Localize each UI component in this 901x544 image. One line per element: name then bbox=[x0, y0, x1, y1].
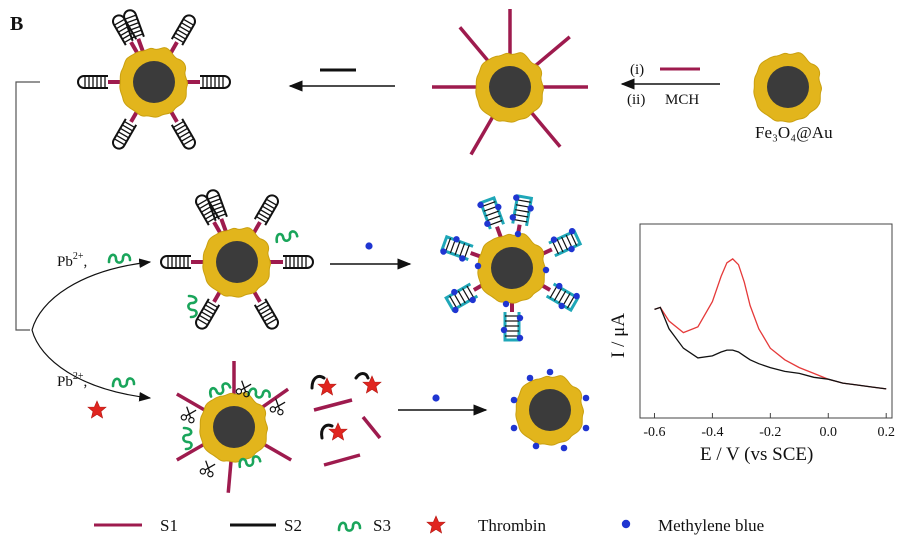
chart-xtick-label: -0.4 bbox=[701, 425, 723, 440]
mb-dot bbox=[510, 396, 518, 404]
mb-dot bbox=[532, 442, 540, 450]
fe3o4-au-particle bbox=[753, 52, 822, 123]
step-ii-label: (ii) bbox=[627, 92, 645, 108]
particle-core bbox=[475, 52, 544, 123]
released-fragments bbox=[310, 372, 382, 467]
pb-text: Pb bbox=[57, 374, 73, 390]
legend-s3: S3 bbox=[337, 516, 391, 535]
pb-comma: , bbox=[83, 374, 87, 390]
chart-lines bbox=[654, 258, 887, 390]
pb-sup: 2+ bbox=[73, 251, 84, 262]
panel-label: B bbox=[10, 13, 23, 35]
branch-upper bbox=[31, 258, 152, 331]
legend-mb: Methylene blue bbox=[621, 516, 764, 535]
s3-bound bbox=[182, 426, 193, 451]
legend-s3-icon bbox=[337, 521, 362, 532]
s1-modified-particle bbox=[432, 9, 588, 156]
particle-label: Fe₃O₄@Au bbox=[755, 123, 833, 142]
chart-xtick-label: -0.6 bbox=[643, 425, 665, 440]
legend-star-icon bbox=[426, 515, 446, 534]
mch-label: MCH bbox=[665, 92, 699, 108]
particle-core bbox=[477, 233, 546, 304]
mb-dot bbox=[526, 374, 534, 382]
thrombin-star-icon bbox=[87, 400, 107, 419]
chart-xtick-label: 0.2 bbox=[877, 425, 895, 440]
pb-sup: 2+ bbox=[73, 371, 84, 382]
particle-core bbox=[202, 227, 271, 298]
mb-dot bbox=[474, 262, 482, 270]
chart-ticks: -0.6 -0.4 -0.2 0.0 0.2 bbox=[643, 413, 895, 440]
chart-xtick-label: -0.2 bbox=[759, 425, 781, 440]
voltammogram-chart: -0.6 -0.4 -0.2 0.0 0.2 I / μA E / V (vs SCE) bbox=[608, 223, 895, 465]
chart-xlabel: E / V (vs SCE) bbox=[700, 444, 813, 465]
pb-text: Pb bbox=[57, 254, 73, 270]
mb-dot bbox=[502, 300, 510, 308]
mb-dot bbox=[560, 444, 568, 452]
legend-s3-label: S3 bbox=[373, 516, 391, 535]
mb-bare-particle bbox=[510, 368, 590, 452]
s3-free-2-icon bbox=[187, 294, 198, 319]
mb-dot bbox=[546, 368, 554, 376]
mb-dot bbox=[582, 394, 590, 402]
particle-core bbox=[199, 392, 268, 463]
legend-mb-label: Methylene blue bbox=[658, 516, 764, 535]
scissors-icon bbox=[198, 459, 218, 479]
particle-core bbox=[515, 375, 584, 446]
legend-thrombin-label: Thrombin bbox=[478, 516, 546, 535]
hairpin-particle-top bbox=[76, 6, 232, 153]
mb-dot bbox=[542, 266, 550, 274]
legend-s1: S1 bbox=[94, 516, 178, 535]
legend-s2-label: S2 bbox=[284, 516, 302, 535]
chart-series-black bbox=[654, 306, 887, 390]
mb-dot bbox=[510, 424, 518, 432]
pb-label-lower: Pb2+, bbox=[57, 371, 87, 390]
cleaved-particle bbox=[175, 361, 293, 493]
mb-dot bbox=[514, 230, 522, 238]
scissors-icon bbox=[179, 405, 199, 425]
mb-dot-bottom-icon bbox=[432, 394, 440, 402]
legend-thrombin: Thrombin bbox=[426, 515, 546, 535]
mb-duplex-particle bbox=[437, 191, 586, 344]
chart-ylabel: I / μA bbox=[608, 313, 629, 358]
hairpin-particle-middle bbox=[159, 186, 315, 333]
s3-icon-lower bbox=[111, 377, 136, 388]
s3-free-1-icon bbox=[274, 229, 299, 244]
legend-s1-label: S1 bbox=[160, 516, 178, 535]
pb-comma: , bbox=[83, 254, 87, 270]
s3-icon-upper bbox=[107, 253, 132, 264]
legend: S1 S2 S3 Thrombin Methylene blue bbox=[94, 515, 764, 535]
legend-s2: S2 bbox=[230, 516, 302, 535]
pb-label-upper: Pb2+, bbox=[57, 251, 87, 270]
chart-xtick-label: 0.0 bbox=[820, 425, 838, 440]
split-bracket bbox=[15, 81, 40, 331]
mb-dot bbox=[582, 424, 590, 432]
chart-frame bbox=[639, 223, 893, 419]
branch-lower bbox=[31, 329, 152, 402]
mb-dot-middle-icon bbox=[365, 242, 373, 250]
particle-core bbox=[119, 47, 188, 118]
legend-mb-icon bbox=[621, 519, 631, 529]
step-i-label: (i) bbox=[630, 62, 644, 78]
